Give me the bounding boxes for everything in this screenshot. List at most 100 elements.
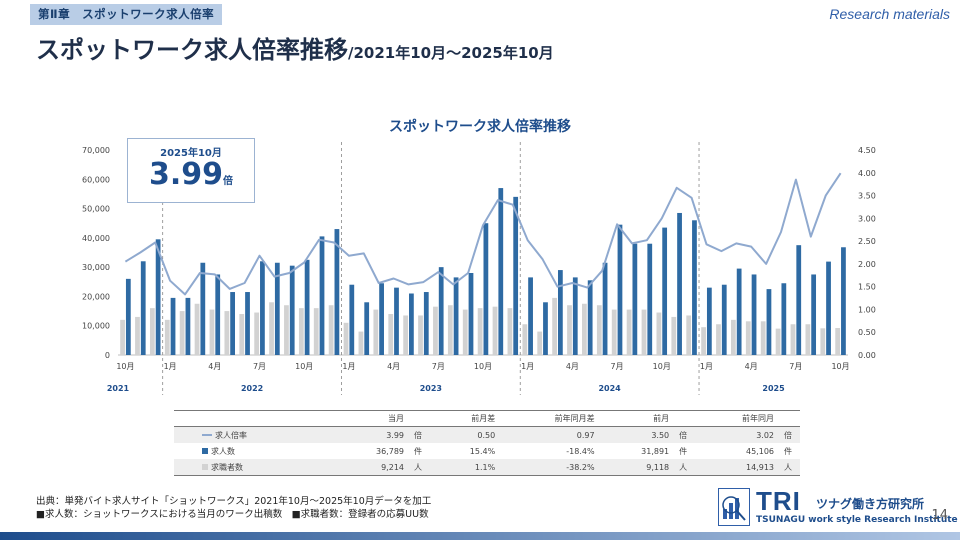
seeker-bar bbox=[149, 308, 155, 355]
row-label: 求職者数 bbox=[174, 459, 334, 476]
seeker-bar bbox=[373, 309, 379, 355]
seeker-bar bbox=[805, 324, 811, 355]
cell-prev-month: 9,118 bbox=[598, 459, 674, 476]
left-axis-tick-label: 50,000 bbox=[82, 205, 110, 214]
seeker-bar bbox=[507, 308, 513, 355]
table-header-prev-year: 前年同月 bbox=[695, 410, 778, 427]
seeker-bar bbox=[626, 309, 632, 355]
seeker-bar bbox=[313, 308, 319, 355]
seeker-bar bbox=[760, 321, 766, 355]
job-bar bbox=[692, 220, 697, 355]
job-bar bbox=[572, 277, 578, 355]
job-bar bbox=[140, 261, 146, 355]
job-bar bbox=[409, 293, 414, 355]
right-axis-tick-label: 4.00 bbox=[858, 169, 876, 178]
year-label: 2022 bbox=[241, 384, 263, 393]
seeker-bar bbox=[745, 321, 751, 355]
job-bar bbox=[274, 262, 280, 355]
source-notes: 出典：単発バイト求人サイト「ショットワークス」2021年10月～2025年10月… bbox=[36, 495, 431, 521]
job-bar bbox=[766, 289, 772, 355]
definition-line: ■求人数：ショットワークスにおける当月のワーク出稿数 ■求職者数：登録者の応募U… bbox=[36, 509, 429, 520]
year-label: 2025 bbox=[762, 384, 785, 393]
x-tick-label: 7月 bbox=[789, 362, 802, 371]
table-row: 求職者数 9,214 人 1.1% -38.2% 9,118 人 14,913 … bbox=[174, 459, 800, 476]
seeker-bar bbox=[582, 303, 587, 355]
page-title-main: スポットワーク求人倍率推移 bbox=[36, 36, 348, 64]
job-bar bbox=[394, 287, 399, 355]
right-axis-tick-label: 1.50 bbox=[858, 283, 876, 292]
job-bar bbox=[364, 302, 370, 355]
seeker-bar bbox=[686, 315, 692, 355]
cell-unit: 倍 bbox=[408, 426, 430, 443]
table-header-unit bbox=[778, 410, 800, 427]
job-bar bbox=[781, 283, 787, 355]
recruitment-ratio-chart: 0 10,000 20,000 30,000 40,000 50,000 60,000 70,… bbox=[82, 142, 876, 395]
cell-unit: 人 bbox=[673, 459, 696, 476]
seeker-bar bbox=[656, 312, 662, 355]
job-bar bbox=[706, 287, 712, 355]
job-bar bbox=[796, 245, 802, 355]
cell-unit: 倍 bbox=[673, 426, 696, 443]
job-bar bbox=[379, 283, 384, 355]
right-axis-tick-label: 0.00 bbox=[858, 351, 876, 360]
job-bar bbox=[349, 284, 355, 355]
seeker-bar bbox=[716, 324, 721, 355]
seeker-bar bbox=[239, 314, 245, 355]
job-bar bbox=[319, 236, 325, 355]
cell-month-diff: 1.1% bbox=[430, 459, 500, 476]
job-bar bbox=[736, 268, 742, 355]
seeker-bar bbox=[224, 311, 230, 355]
job-bar bbox=[647, 243, 653, 355]
job-bar bbox=[125, 278, 131, 355]
right-axis-tick-label: 2.50 bbox=[858, 237, 876, 246]
job-bar bbox=[483, 223, 489, 355]
seeker-bar bbox=[671, 316, 677, 355]
latest-ratio-callout: 2025年10月 3.99倍 bbox=[127, 138, 255, 203]
seeker-bar bbox=[343, 322, 349, 355]
job-bar bbox=[751, 274, 757, 355]
callout-unit: 倍 bbox=[223, 176, 234, 187]
job-bar bbox=[617, 224, 623, 355]
row-label-text: 求人倍率 bbox=[215, 430, 247, 440]
seeker-bar bbox=[820, 328, 826, 355]
seeker-bar bbox=[433, 306, 438, 355]
chapter-tag: 第Ⅱ章 スポットワーク求人倍率 bbox=[30, 4, 223, 25]
seeker-bar bbox=[388, 314, 394, 355]
job-bar bbox=[334, 229, 340, 355]
right-axis-tick-label: 1.00 bbox=[858, 305, 876, 314]
left-axis-tick-label: 70,000 bbox=[82, 146, 110, 155]
cell-prev-year: 45,106 bbox=[746, 446, 774, 456]
job-bar bbox=[215, 274, 221, 355]
bar-legend-marker bbox=[202, 448, 208, 454]
seeker-bar bbox=[179, 311, 185, 355]
job-bar bbox=[155, 239, 161, 355]
cell-unit: 人 bbox=[778, 459, 800, 476]
table-header-unit bbox=[673, 410, 696, 427]
x-tick-label: 10月 bbox=[831, 362, 849, 371]
seeker-bar bbox=[462, 309, 468, 355]
cell-unit: 件 bbox=[414, 446, 422, 456]
year-label: 2023 bbox=[420, 384, 442, 393]
seeker-bar bbox=[775, 328, 781, 355]
seeker-bar bbox=[120, 319, 125, 355]
table-header-blank bbox=[174, 410, 334, 427]
job-bar bbox=[498, 188, 504, 355]
job-bar bbox=[260, 261, 265, 355]
cell-prev-year: 14,913 bbox=[695, 459, 778, 476]
seeker-bar bbox=[567, 305, 572, 355]
callout-value: 3.99 bbox=[148, 157, 224, 192]
right-axis-tick-label: 3.00 bbox=[858, 214, 876, 223]
seeker-bar bbox=[328, 305, 334, 355]
seeker-bar bbox=[835, 328, 841, 355]
seeker-bar bbox=[730, 319, 736, 355]
job-bar bbox=[632, 243, 638, 355]
seeker-bar bbox=[611, 309, 617, 355]
job-bar bbox=[468, 273, 474, 355]
cell-prev-month: 3.50 bbox=[598, 426, 674, 443]
cell-month-diff: 0.50 bbox=[430, 426, 500, 443]
cell-prev-year: 3.02 bbox=[695, 426, 778, 443]
right-axis-tick-label: 0.50 bbox=[858, 328, 876, 337]
x-tick-label: 1月 bbox=[521, 362, 534, 371]
x-tick-label: 10月 bbox=[295, 362, 313, 371]
cell-current: 3.99 bbox=[333, 426, 408, 443]
